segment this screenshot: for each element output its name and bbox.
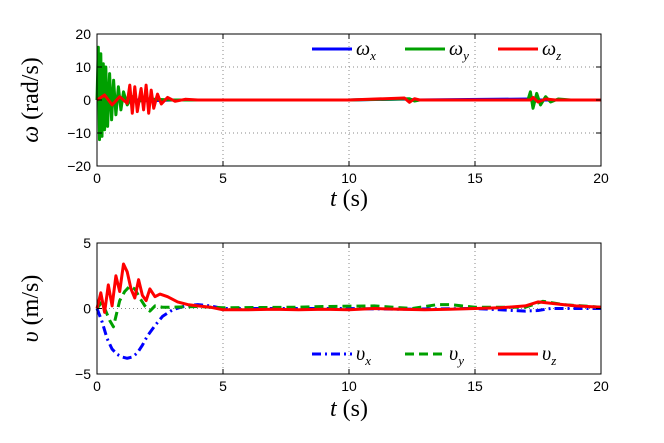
series-line-ωz [96,83,601,115]
series-line-ωy [95,45,601,142]
x-tick-label: 10 [341,170,357,186]
x-tick-label: 0 [93,170,101,186]
y-tick-label: −10 [67,125,91,141]
subplot-1: 0 5 10 15 20 20 10 0 −10 −20 t (s) ω (rad/s) ωx ωy ωz [18,26,609,212]
x-tick-label: 0 [93,378,101,394]
series-line-υy [95,284,602,329]
y-tick-label: 0 [83,301,91,317]
y-tick-label: 0 [83,92,91,108]
legend-label-ωy: ωy [449,38,469,63]
y-axis-label: ω (rad/s) [18,57,44,143]
x-axis-label: t (s) [330,396,368,422]
y-axis-label: υ (m/s) [18,275,44,343]
y-tick-label: 20 [75,26,91,42]
legend-label-υy: υy [449,343,464,368]
x-tick-label: 5 [219,378,227,394]
series-line-υz [95,262,602,314]
y-tick-label: 10 [75,59,91,75]
legend-label-ωx: ωx [356,38,376,63]
x-tick-label: 5 [219,170,227,186]
x-tick-label: 20 [593,170,609,186]
legend-label-υz: υz [542,343,556,368]
y-tick-label: 5 [83,235,91,251]
x-axis-label: t (s) [330,186,368,212]
x-tick-label: 10 [341,378,357,394]
x-tick-label: 15 [467,170,483,186]
x-tick-label: 20 [593,378,609,394]
legend-label-ωz: ωz [542,38,561,63]
y-tick-label: −20 [67,158,91,174]
x-tick-label: 15 [467,378,483,394]
y-tick-label: −5 [75,366,91,382]
legend-label-υx: υx [356,343,371,368]
